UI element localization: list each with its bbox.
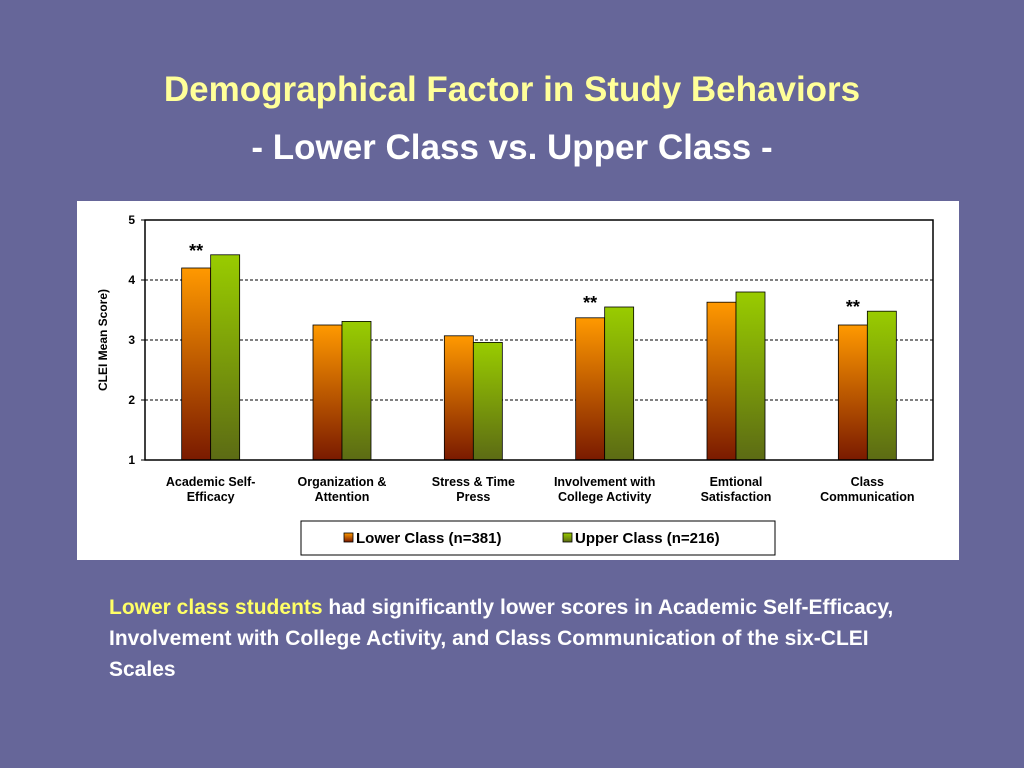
bar-lower-class bbox=[837, 324, 868, 461]
y-tick-label: 1 bbox=[128, 453, 135, 467]
legend-box bbox=[300, 520, 776, 556]
y-tick-label: 3 bbox=[128, 333, 135, 347]
plot-frame bbox=[144, 219, 934, 461]
y-tick-label: 2 bbox=[128, 393, 135, 407]
x-tick-label: Emtional Satisfaction bbox=[701, 475, 772, 504]
bar-upper-class bbox=[866, 310, 897, 461]
caption: Lower class students had significantly l… bbox=[109, 592, 929, 685]
legend-label: Lower Class (n=381) bbox=[356, 530, 501, 547]
bar-lower-class bbox=[575, 317, 606, 461]
x-tick-label: Stress & Time Press bbox=[432, 475, 515, 504]
caption-text: had significantly lower scores in Academ… bbox=[109, 596, 894, 681]
x-tick-label: Academic Self-Efficacy bbox=[166, 475, 256, 504]
bar-lower-class bbox=[312, 324, 343, 461]
bar-upper-class bbox=[210, 254, 241, 461]
bar-chart: 1 2 3 4 5 CLEI Mean Score) Academic Self-Effic… bbox=[96, 213, 934, 556]
bar-lower-class bbox=[443, 335, 474, 461]
y-axis-label: CLEI Mean Score) bbox=[96, 289, 110, 391]
legend-label: Upper Class (n=216) bbox=[575, 530, 720, 547]
bar-lower-class bbox=[181, 267, 212, 461]
y-tick-label: 4 bbox=[128, 273, 135, 287]
bar-upper-class bbox=[735, 291, 766, 461]
significance-marker: ** bbox=[189, 241, 203, 261]
x-tick-label: Class Communication bbox=[820, 475, 914, 504]
x-tick-label: Organization & Attention bbox=[298, 475, 387, 504]
bar-upper-class bbox=[604, 306, 635, 461]
legend-swatch-lower-class bbox=[343, 532, 354, 543]
slide-title: Demographical Factor in Study Behaviors bbox=[163, 70, 861, 109]
chart-panel: 1 2 3 4 5 CLEI Mean Score) Academic Self-Effic… bbox=[77, 201, 959, 560]
slide-subtitle: - Lower Class vs. Upper Class - bbox=[251, 128, 773, 167]
significance-marker: ** bbox=[583, 293, 597, 313]
legend-swatch-upper-class bbox=[562, 532, 573, 543]
bar-upper-class bbox=[472, 341, 503, 461]
y-tick-label: 5 bbox=[128, 213, 135, 227]
bar-lower-class bbox=[706, 301, 737, 461]
caption-highlight: Lower class students bbox=[109, 596, 323, 619]
significance-marker: ** bbox=[846, 297, 860, 317]
x-tick-label: Involvement with College Activity bbox=[554, 475, 655, 504]
bar-upper-class bbox=[341, 321, 372, 461]
